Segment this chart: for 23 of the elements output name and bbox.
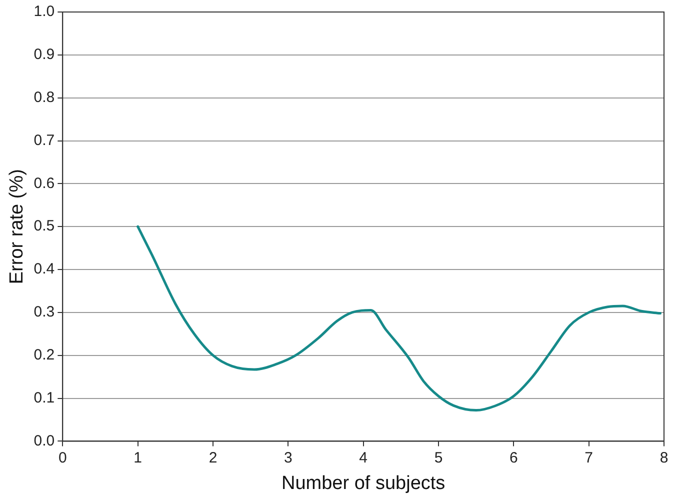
x-tick-label: 5 — [434, 449, 443, 466]
line-series — [136, 225, 662, 412]
y-axis-title: Error rate (%) — [6, 169, 28, 284]
x-tick-label: 3 — [284, 449, 292, 466]
x-tick-label: 4 — [359, 449, 368, 466]
y-tick-label: 0.6 — [34, 174, 55, 192]
y-tick-label: 0.0 — [34, 432, 55, 450]
y-tick-label: 0.3 — [34, 304, 55, 321]
y-tick-label: 0.1 — [34, 389, 55, 406]
x-tick-label: 7 — [584, 449, 594, 466]
x-axis-title: Number of subjects — [281, 472, 446, 494]
y-tick-label: 0.8 — [34, 88, 55, 106]
y-tick-label: 0.5 — [34, 218, 55, 235]
y-tick-label: 1.0 — [34, 3, 55, 20]
x-tick-label: 1 — [134, 449, 142, 466]
x-tick-label: 2 — [208, 449, 218, 466]
x-tick-label: 6 — [509, 449, 518, 466]
x-tick-label: 8 — [660, 449, 668, 466]
y-tick-label: 0.9 — [34, 46, 55, 64]
y-tick-label: 0.2 — [34, 346, 55, 364]
x-tick-label: 0 — [58, 449, 67, 466]
y-tick-label: 0.4 — [34, 260, 55, 278]
y-tick-label: 0.7 — [34, 132, 55, 149]
